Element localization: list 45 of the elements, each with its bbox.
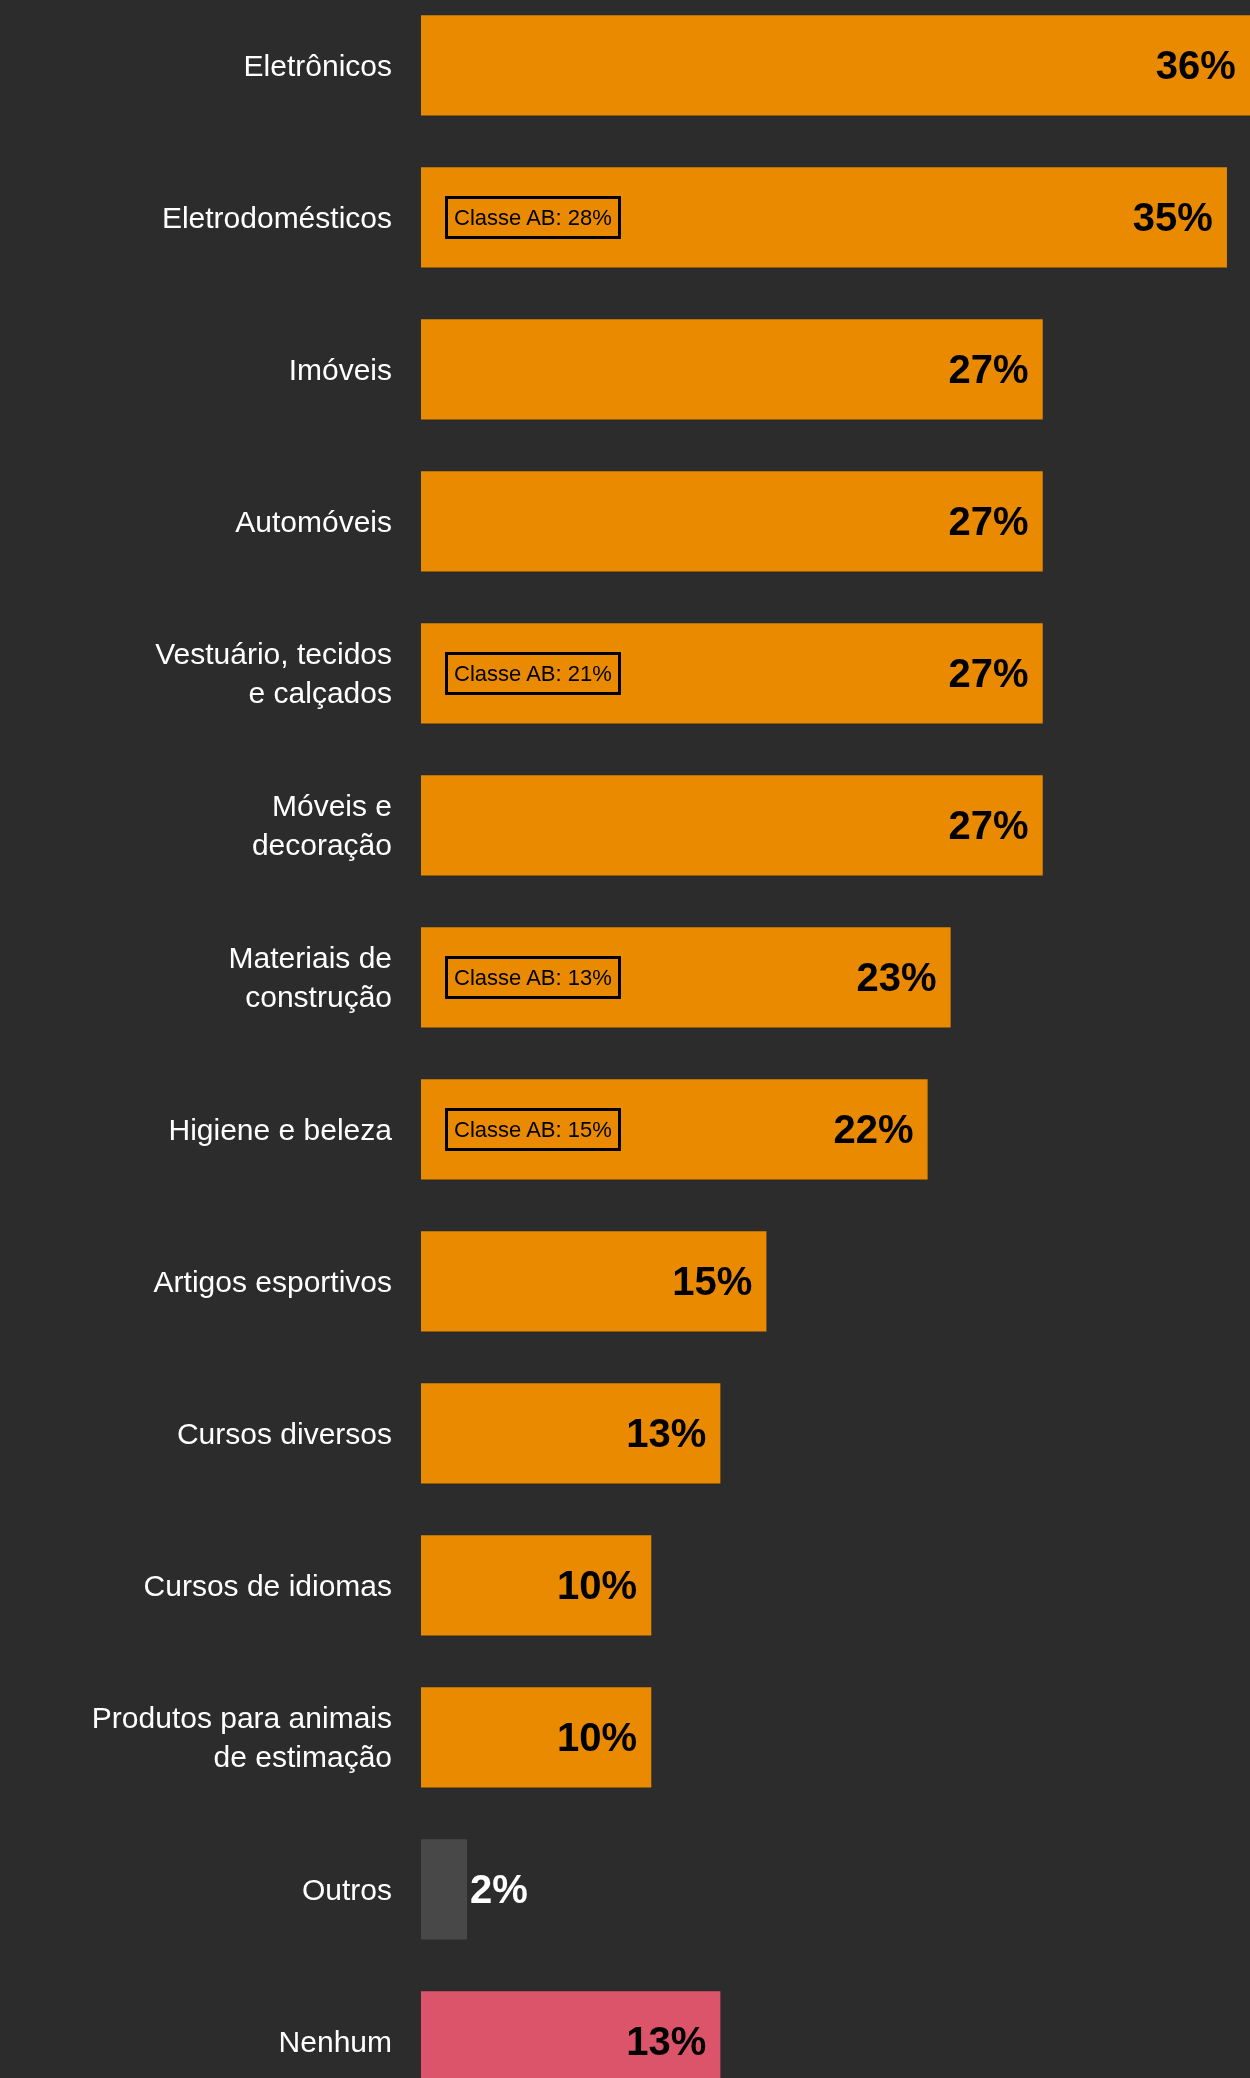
data-label: 13% (626, 2019, 707, 2064)
bar (421, 167, 1227, 268)
y-tick-label: Nenhum (278, 2024, 392, 2058)
y-tick-label: Móveis e decoração (251, 789, 392, 862)
bar (421, 1079, 928, 1180)
bar (421, 1687, 652, 1788)
y-tick-label: Cursos de idiomas (143, 1568, 392, 1602)
bar (421, 471, 1043, 572)
data-label: 36% (1155, 43, 1236, 88)
data-label: 23% (856, 955, 937, 1000)
data-label: 27% (948, 499, 1029, 544)
y-tick-label: Cursos diversos (176, 1416, 392, 1450)
bar (421, 775, 1043, 876)
y-tick-label: Outros (301, 1872, 392, 1906)
bar (421, 1383, 721, 1484)
annotation: Classe AB: 13% (454, 965, 612, 990)
bar (421, 927, 951, 1028)
y-tick-label: Eletrônicos (243, 48, 392, 82)
bar (421, 319, 1043, 420)
data-label: 15% (672, 1259, 753, 1304)
y-tick-label: Higiene e beleza (168, 1112, 393, 1146)
y-tick-label: Eletrodomésticos (161, 200, 392, 234)
y-tick-label: Vestuário, tecidos e calçados (155, 637, 392, 710)
y-tick-label: Automóveis (235, 504, 392, 538)
y-tick-label: Produtos para animais de estimação (91, 1701, 392, 1774)
annotation: Classe AB: 15% (454, 1117, 612, 1142)
bar (421, 1839, 468, 1940)
data-label: 10% (557, 1715, 638, 1760)
data-label: 27% (948, 803, 1029, 848)
y-tick-label: Artigos esportivos (153, 1264, 392, 1298)
annotation: Classe AB: 28% (454, 205, 612, 230)
data-label: 10% (557, 1563, 638, 1608)
bar (421, 623, 1043, 724)
bar (421, 15, 1250, 116)
bar (421, 1231, 767, 1332)
data-label: 27% (948, 347, 1029, 392)
data-label: 27% (948, 651, 1029, 696)
annotation: Classe AB: 21% (454, 661, 612, 686)
data-label: 13% (626, 1411, 707, 1456)
data-label: 2% (470, 1867, 528, 1912)
data-label: 22% (833, 1107, 914, 1152)
y-tick-label: Imóveis (288, 352, 392, 386)
bar (421, 1535, 652, 1636)
y-tick-label: Materiais de construção (228, 941, 392, 1014)
data-label: 35% (1132, 195, 1213, 240)
